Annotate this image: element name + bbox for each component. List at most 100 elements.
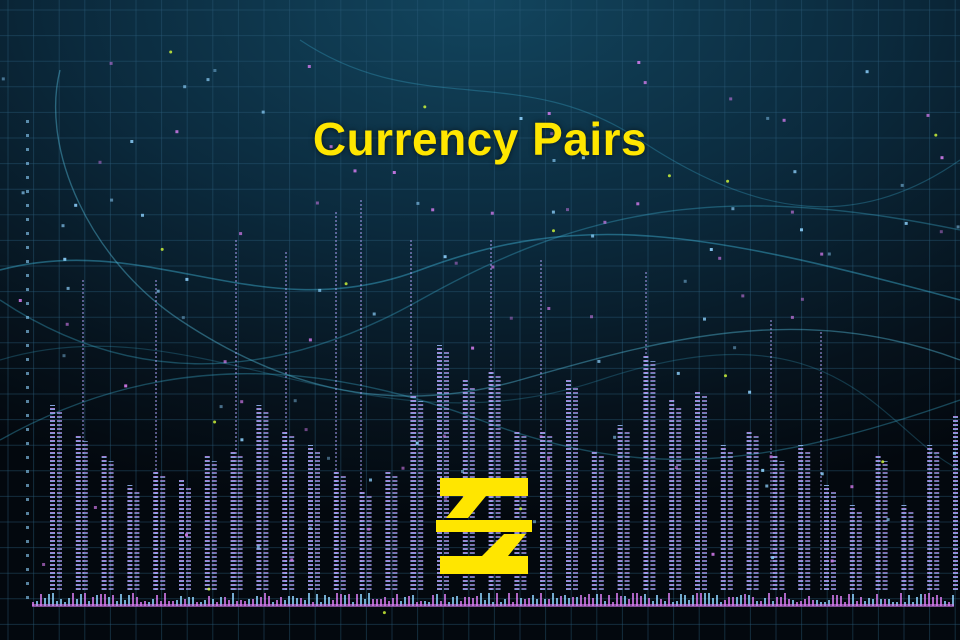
baseline-bar [224,597,226,606]
glow-dot [881,460,885,464]
glow-dot [26,484,29,487]
baseline-bar [240,600,242,606]
baseline-bar [916,597,918,606]
glow-dot [444,497,448,501]
baseline-bar [548,599,550,606]
glow-dot [223,360,227,364]
glow-dot [415,441,419,445]
baseline-bar [516,593,518,606]
volume-bar [50,405,55,590]
volume-bar [720,445,726,590]
volume-bar [573,386,578,590]
baseline-bar [128,595,130,606]
baseline-bar [788,599,790,606]
volume-bar [820,330,822,590]
baseline-bar [476,596,478,606]
glow-dot [800,297,804,301]
glow-dot [820,472,824,476]
baseline-bar [232,593,234,606]
glow-dot [926,113,930,117]
glow-dot [454,261,458,265]
baseline-bar [340,594,342,606]
baseline-bar [888,599,890,606]
glow-dot [729,97,733,101]
glow-dot [329,145,333,149]
baseline-bar [436,594,438,606]
baseline-bar [544,599,546,606]
baseline-bar [156,595,158,606]
glow-dot [490,211,494,215]
glow-dot [748,390,752,394]
baseline-bar [860,597,862,606]
baseline-bar [376,599,378,606]
glow-dot [63,257,67,261]
baseline-bar [100,594,102,606]
glow-dot [431,208,435,212]
wave-line [0,345,960,471]
baseline-bar [552,593,554,606]
baseline-bar [632,593,634,606]
glow-dot [26,288,29,291]
baseline-bar [264,593,266,606]
glow-dot [21,191,25,195]
baseline-bar [940,597,942,606]
baseline-bar [740,595,742,606]
baseline-bar [816,600,818,606]
glow-dot [765,484,769,488]
glow-dot [590,315,593,319]
glow-dot [318,288,322,292]
glow-dot [718,256,722,260]
baseline-bar [36,601,38,606]
baseline-bar [308,593,310,606]
baseline-bar [944,601,946,606]
glow-dot [461,470,464,473]
baseline-bar [900,593,902,606]
volume-bar [101,455,107,590]
baseline-bar [164,593,166,606]
volume-bar [514,430,520,590]
volume-bar [418,401,424,590]
glow-dot [940,156,944,160]
baseline-bar [420,601,422,606]
baseline-bar [828,600,830,606]
volume-bar [359,490,365,590]
glow-dot [416,201,420,205]
glow-dot [353,169,357,173]
glow-dot [26,442,29,445]
glow-dot [674,466,678,469]
baseline-bar [540,593,542,606]
page-title: Currency Pairs [312,113,648,165]
baseline-bar [188,597,190,606]
glow-dot [207,587,211,591]
volume-bar [204,455,210,590]
baseline-bar [868,598,870,606]
baseline-bar [80,594,82,606]
volume-bar [521,436,527,590]
glow-dot [865,70,869,74]
volume-bar [566,380,571,590]
glow-dot [423,105,427,109]
baseline-bars [32,593,954,607]
baseline-bar [88,601,90,606]
glow-dot [26,428,29,431]
glow-dot [761,468,765,472]
baseline-bar [692,595,694,606]
glow-dot [956,225,960,229]
baseline-bar [572,597,574,606]
glow-dot [141,213,144,217]
volume-bar [849,505,855,590]
baseline-bar [32,604,954,607]
glow-dot [26,120,29,123]
baseline-bar [772,601,774,606]
glow-dot [213,420,217,424]
glow-dot [552,229,555,233]
baseline-bar [344,595,346,606]
glow-dot [160,247,164,251]
glow-dot [26,204,29,207]
volume-bar [805,451,811,590]
baseline-bar [532,595,534,606]
baseline-bar [372,599,374,606]
glow-dot [240,438,244,442]
glow-dot [26,400,29,403]
